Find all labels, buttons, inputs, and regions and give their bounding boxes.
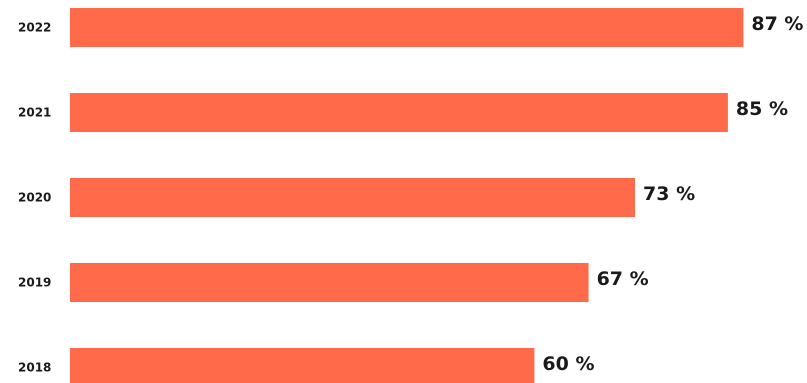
bar-2021	[70, 93, 728, 132]
value-label-2020: 73 %	[643, 183, 695, 205]
category-label-2019: 2019	[18, 276, 51, 290]
bars-group	[70, 8, 744, 383]
value-label-2022: 87 %	[751, 13, 803, 35]
category-label-2022: 2022	[18, 21, 51, 35]
category-label-2021: 2021	[18, 106, 51, 120]
value-labels-group: 87 % 85 % 73 % 67 % 60 %	[542, 13, 803, 375]
category-labels-group: 2022 2021 2020 2019 2018	[18, 21, 51, 375]
category-label-2020: 2020	[18, 191, 51, 205]
value-label-2021: 85 %	[736, 98, 788, 120]
bar-2019	[70, 263, 589, 302]
value-label-2019: 67 %	[597, 268, 649, 290]
bar-2022	[70, 8, 744, 47]
category-label-2018: 2018	[18, 361, 51, 375]
value-label-2018: 60 %	[542, 353, 594, 375]
bar-2018	[70, 348, 535, 383]
bar-2020	[70, 178, 636, 217]
